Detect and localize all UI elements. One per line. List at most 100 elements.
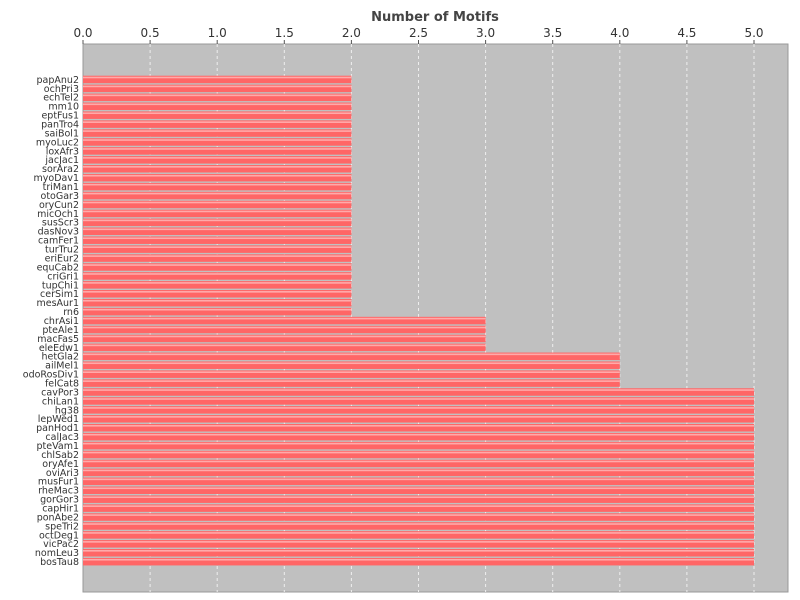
bar-highlight [83, 317, 486, 320]
bar-highlight [83, 505, 754, 507]
y-tick-label: pteAle1 [42, 325, 79, 336]
bar-highlight [83, 192, 352, 195]
bar-loxAfr3 [83, 147, 352, 155]
bar-highlight [83, 112, 352, 115]
bar-highlight [83, 246, 352, 248]
y-tick-label: eptFus1 [41, 111, 79, 122]
y-tick-label: capHir1 [42, 504, 79, 515]
bar-vicPac2 [83, 540, 754, 548]
y-tick-label: eriEur2 [45, 253, 79, 264]
y-tick-label: susScr3 [42, 218, 79, 229]
y-axis-labels: papAnu2ochPri3echTel2mm10eptFus1panTro4s… [23, 75, 79, 568]
bar-macFas5 [83, 334, 486, 343]
y-tick-label: otoGar3 [41, 191, 79, 202]
bar-hetGla2 [83, 352, 620, 361]
y-tick-label: ochPri3 [44, 84, 79, 95]
bar-lepWed1 [83, 415, 754, 423]
y-tick-label: myoLuc2 [36, 137, 79, 148]
bar-odoRosDiv1 [83, 370, 620, 378]
y-tick-label: pteVam1 [37, 441, 79, 452]
bar-highlight [83, 344, 486, 347]
bar-jacJac1 [83, 156, 352, 164]
bar-highlight [83, 210, 352, 213]
x-tick-label: 2.0 [342, 26, 361, 40]
bar-highlight [83, 157, 352, 159]
y-tick-label: cerSim1 [40, 289, 79, 300]
bar-tupChi1 [83, 281, 352, 289]
bar-highlight [83, 424, 754, 427]
bar-ailMel1 [83, 361, 620, 369]
y-tick-label: echTel2 [43, 93, 79, 104]
bar-highlight [83, 308, 352, 311]
bar-highlight [83, 469, 754, 472]
bar-susScr3 [83, 218, 352, 227]
y-tick-label: saiBol1 [45, 128, 79, 139]
bar-highlight [83, 326, 486, 329]
y-tick-label: rheMac3 [38, 486, 79, 497]
bar-highlight [83, 496, 754, 499]
y-tick-label: panTro4 [41, 120, 79, 131]
bar-highlight [83, 451, 754, 454]
y-tick-label: chlSab2 [41, 450, 79, 461]
bar-highlight [83, 523, 754, 525]
x-tick-label: 5.0 [744, 26, 763, 40]
bar-eleEdw1 [83, 343, 486, 352]
bar-nomLeu3 [83, 549, 754, 557]
y-tick-label: hetGla2 [42, 352, 79, 363]
bar-highlight [83, 228, 352, 231]
bar-highlight [83, 282, 352, 284]
bar-highlight [83, 121, 352, 123]
bar-octDeg1 [83, 531, 754, 539]
bar-triMan1 [83, 182, 352, 191]
bar-highlight [83, 371, 620, 374]
bar-highlight [83, 148, 352, 150]
bar-speTri2 [83, 522, 754, 530]
x-axis-ticks: 0.0 0.5 1.0 1.5 2.0 2.5 3.0 3.5 4.0 4.5 5.0 [73, 26, 764, 44]
bar-myoLuc2 [83, 138, 352, 146]
bar-felCat8 [83, 379, 620, 387]
bar-chrAsi1 [83, 316, 486, 325]
bar-otoGar3 [83, 191, 352, 200]
y-tick-label: triMan1 [43, 182, 79, 193]
bar-highlight [83, 139, 352, 141]
bar-micOch1 [83, 209, 352, 218]
y-tick-label: equCab2 [37, 262, 79, 273]
x-tick-label: 3.0 [476, 26, 495, 40]
bar-ponAbe2 [83, 513, 754, 521]
bar-musFur1 [83, 477, 754, 486]
y-tick-label: octDeg1 [39, 530, 79, 541]
y-tick-label: mesAur1 [36, 298, 79, 309]
x-tick-label: 2.5 [409, 26, 428, 40]
bar-saiBol1 [83, 129, 352, 137]
y-tick-label: panHod1 [36, 423, 79, 434]
chart-title: Number of Motifs [371, 10, 499, 25]
bar-highlight [83, 291, 352, 293]
bar-highlight [83, 183, 352, 186]
bar-highlight [83, 237, 352, 240]
bars [83, 75, 754, 566]
y-tick-label: sorAra2 [42, 164, 79, 175]
bar-gorGor3 [83, 495, 754, 503]
bar-highlight [83, 166, 352, 168]
bar-rn6 [83, 307, 352, 316]
bar-camFer1 [83, 236, 352, 244]
bar-cavPor3 [83, 388, 754, 396]
bar-calJac3 [83, 432, 754, 441]
bar-highlight [83, 335, 486, 338]
bar-highlight [83, 433, 754, 436]
bar-ochPri3 [83, 84, 352, 93]
bar-myoDav1 [83, 173, 352, 182]
bar-highlight [83, 201, 352, 204]
bar-highlight [83, 514, 754, 516]
y-tick-label: micOch1 [37, 209, 79, 220]
y-tick-label: oryAfe1 [42, 459, 79, 470]
bar-capHir1 [83, 504, 754, 512]
y-tick-label: calJac3 [45, 432, 79, 443]
y-tick-label: musFur1 [38, 477, 79, 488]
y-tick-label: chiLan1 [42, 396, 79, 407]
x-tick-label: 1.0 [208, 26, 227, 40]
bar-highlight [83, 532, 754, 534]
bar-highlight [83, 174, 352, 177]
y-tick-label: lepWed1 [38, 414, 79, 425]
